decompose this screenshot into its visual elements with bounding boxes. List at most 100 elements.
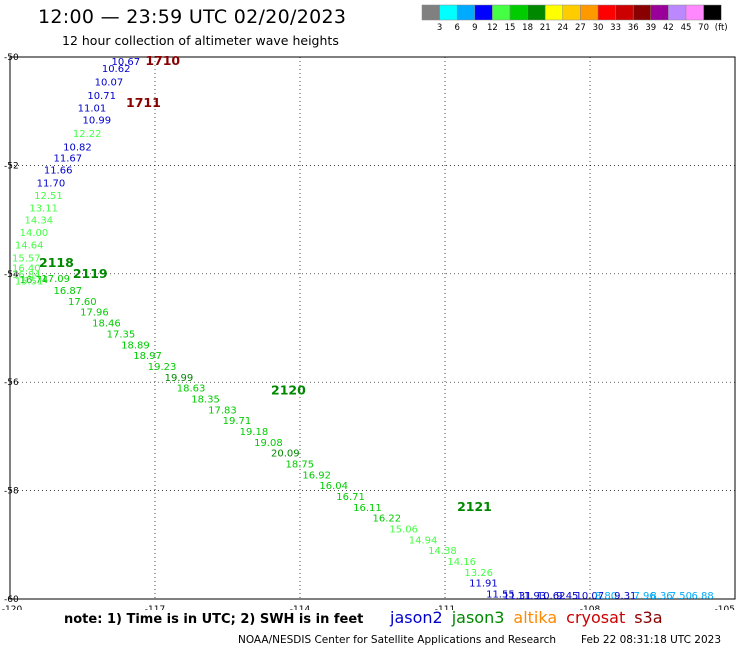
chart-subtitle: 12 hour collection of altimeter wave hei… — [62, 33, 339, 48]
legend-swatch — [703, 4, 722, 21]
wave-height-label: 11.66 — [44, 166, 73, 177]
legend-label: 9 — [472, 23, 477, 33]
legend-label: 33 — [610, 23, 621, 33]
time-marker: 2120 — [271, 382, 306, 397]
legend-swatch — [439, 4, 458, 21]
x-tick-label: -120 — [2, 605, 23, 610]
legend-swatch — [580, 4, 599, 21]
wave-height-label: 16.22 — [373, 514, 402, 525]
wave-height-label: 17.09 — [41, 274, 70, 285]
chart-title: 12:00 — 23:59 UTC 02/20/2023 — [38, 6, 347, 28]
grid — [10, 57, 735, 599]
legend-label: 36 — [628, 23, 639, 33]
wave-height-label: 7.50 — [670, 591, 692, 602]
legend-swatch — [650, 4, 669, 21]
wave-height-label: 14.64 — [15, 241, 44, 252]
wave-height-label: 19.08 — [254, 438, 283, 449]
x-tick-label: -114 — [290, 605, 311, 610]
wave-height-label: 18.97 — [133, 351, 162, 362]
wave-height-label: 9.31 — [614, 591, 636, 602]
wave-height-label: 13.11 — [29, 204, 58, 215]
wave-height-label: 11.01 — [78, 103, 107, 114]
legend-swatch — [474, 4, 493, 21]
wave-height-label: 8.36 — [650, 591, 672, 602]
time-marker: 1711 — [126, 95, 161, 110]
time-marker: 2118 — [39, 255, 74, 270]
wave-height-label: 17.35 — [107, 329, 136, 340]
wave-height-label: 16.92 — [302, 470, 331, 481]
wave-height-label: 14.34 — [25, 216, 54, 227]
axis-ticks: -120 -117 -114 -111 -108 -105 -50 -52 -54 -56 -58 -… — [2, 53, 735, 610]
legend-swatch — [615, 4, 634, 21]
time-marker: 2121 — [457, 499, 492, 514]
satellite-legend: jason2 jason3 altika cryosat s3a — [390, 608, 672, 627]
wave-height-label: 10.07 — [95, 77, 124, 88]
wave-height-label: 11.91 — [469, 579, 498, 590]
legend-swatch — [668, 4, 687, 21]
legend-swatch — [562, 4, 581, 21]
wave-height-label: 18.89 — [121, 340, 150, 351]
y-tick-label: -58 — [4, 487, 19, 497]
wave-height-label: 16.04 — [319, 481, 348, 492]
wave-height-label: 11.55 — [486, 590, 515, 601]
wave-height-label: 16.40 — [12, 263, 41, 274]
wave-height-label: 14.16 — [447, 557, 476, 568]
legend-label: 15 — [505, 23, 516, 33]
wave-height-label: 12.51 — [34, 191, 63, 202]
legend-label: 21 — [540, 23, 551, 33]
wave-height-label: 15.51 — [15, 276, 44, 287]
x-tick-label: -108 — [580, 605, 601, 610]
satellite-jason2: jason2 — [390, 608, 443, 627]
legend-label: 39 — [645, 23, 656, 33]
wave-height-label: 16.71 — [336, 492, 365, 503]
legend-swatch — [527, 4, 546, 21]
wave-height-label: 17.83 — [208, 405, 237, 416]
legend-swatch — [421, 4, 440, 21]
wave-height-label: 8.80 — [595, 591, 617, 602]
wave-height-label: 10.82 — [63, 142, 92, 153]
wave-height-label: 16.74 — [20, 275, 49, 286]
wave-height-label: 11.70 — [37, 179, 66, 190]
wave-height-label: 10.62 — [537, 591, 566, 602]
wave-height-label: 16.87 — [54, 286, 83, 297]
x-tick-label: -105 — [715, 605, 735, 610]
satellite-s3a: s3a — [634, 608, 663, 627]
legend-swatch — [492, 4, 511, 21]
y-tick-label: -50 — [4, 53, 19, 63]
legend-label: 24 — [557, 23, 568, 33]
wave-height-label: 19.99 — [165, 373, 194, 384]
wave-height-label: 14.00 — [20, 228, 49, 239]
wave-height-label: 18.46 — [92, 319, 121, 330]
wave-height-label: 15.06 — [389, 525, 418, 536]
altimeter-map: 3 6 9 12 15 18 21 24 27 30 33 36 39 42 45 70 (ft) -120 -1… — [2, 4, 736, 610]
wave-height-label: 6.88 — [692, 591, 714, 602]
wave-height-label: 10.99 — [83, 115, 112, 126]
legend-label: 45 — [681, 23, 692, 33]
wave-height-label: 17.60 — [68, 297, 97, 308]
x-tick-label: -111 — [435, 605, 455, 610]
satellite-altika: altika — [513, 608, 558, 627]
wave-height-label: 10.71 — [87, 91, 116, 102]
y-tick-label: -52 — [4, 161, 19, 171]
satellite-cryosat: cryosat — [566, 608, 626, 627]
wave-height-label: 19.18 — [240, 427, 269, 438]
color-scale-legend: 3 6 9 12 15 18 21 24 27 30 33 36 39 42 45 70 (ft) — [421, 4, 728, 33]
wave-height-label: 10.62 — [102, 64, 131, 75]
legend-label: 27 — [575, 23, 586, 33]
time-marker: 1710 — [145, 53, 180, 68]
legend-label: 70 — [698, 23, 709, 33]
footer-note: note: 1) Time is in UTC; 2) SWH is in fe… — [64, 612, 364, 627]
x-tick-label: -117 — [145, 605, 165, 610]
wave-height-label: 9.45 — [556, 591, 578, 602]
wave-height-label: 10.07 — [576, 591, 605, 602]
wave-height-label: 13.26 — [464, 568, 493, 579]
legend-swatch — [597, 4, 616, 21]
wave-height-label: 17.96 — [80, 308, 109, 319]
wave-height-label: 11.93 — [518, 591, 547, 602]
plot-frame — [9, 56, 736, 600]
wave-height-label: 20.09 — [271, 449, 300, 460]
legend-swatch — [456, 4, 476, 21]
wave-height-label: 19.71 — [223, 416, 252, 427]
wave-height-label: 18.35 — [191, 394, 220, 405]
y-tick-label: -56 — [4, 378, 19, 388]
